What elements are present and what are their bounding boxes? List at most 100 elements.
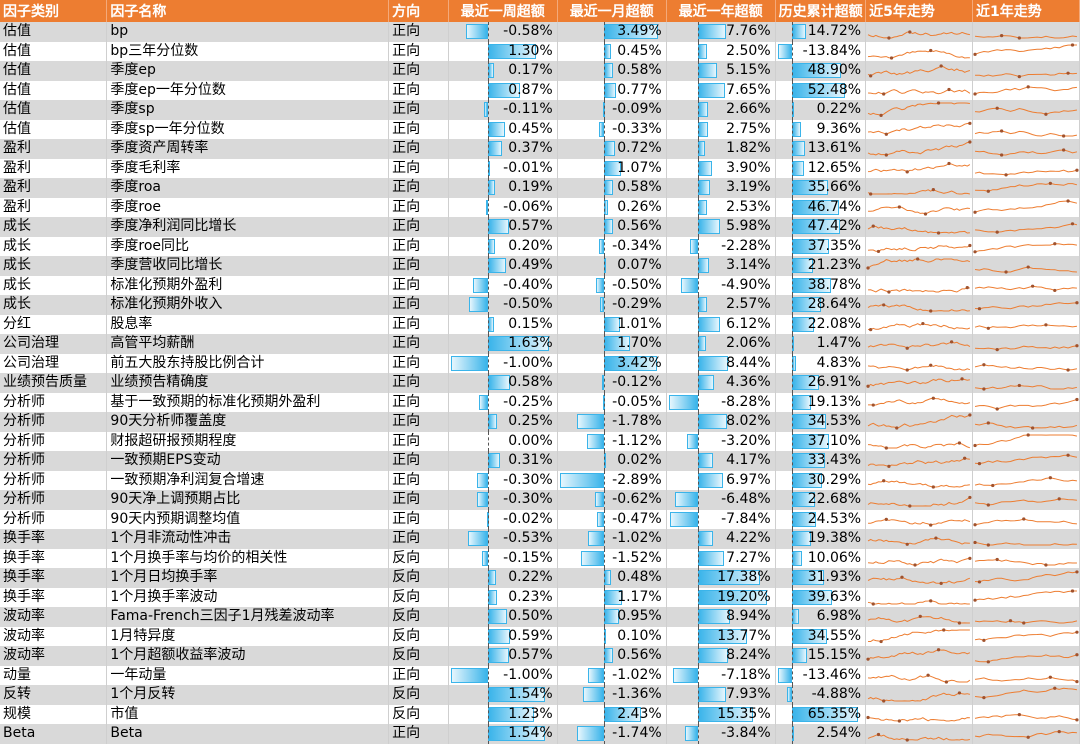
cell-history-excess[interactable]: -13.46% bbox=[775, 665, 867, 685]
cell-category[interactable]: 分析师 bbox=[0, 451, 108, 471]
cell-category[interactable]: Beta bbox=[0, 724, 108, 744]
cell-name[interactable]: 一致预期净利润复合增速 bbox=[106, 470, 390, 490]
cell-month-excess[interactable]: 1.07% bbox=[557, 158, 667, 178]
cell-month-excess[interactable]: -0.12% bbox=[557, 373, 667, 393]
cell-direction[interactable]: 反向 bbox=[388, 646, 449, 666]
cell-name[interactable]: 季度roe同比 bbox=[106, 236, 390, 256]
cell-category[interactable]: 分析师 bbox=[0, 490, 108, 510]
header-month[interactable]: 最近一月超额 bbox=[557, 0, 667, 22]
cell-direction[interactable]: 正向 bbox=[388, 61, 449, 81]
cell-year-excess[interactable]: -6.48% bbox=[666, 490, 776, 510]
cell-name[interactable]: 一年动量 bbox=[106, 665, 390, 685]
cell-year-excess[interactable]: -2.28% bbox=[666, 236, 776, 256]
cell-name[interactable]: bp三年分位数 bbox=[106, 41, 390, 61]
cell-name[interactable]: 标准化预期外收入 bbox=[106, 295, 390, 315]
cell-week-excess[interactable]: 0.25% bbox=[448, 412, 558, 432]
cell-direction[interactable]: 正向 bbox=[388, 236, 449, 256]
cell-week-excess[interactable]: -0.06% bbox=[448, 197, 558, 217]
cell-direction[interactable]: 正向 bbox=[388, 724, 449, 744]
cell-direction[interactable]: 正向 bbox=[388, 197, 449, 217]
cell-history-excess[interactable]: 19.38% bbox=[775, 529, 867, 549]
cell-direction[interactable]: 正向 bbox=[388, 22, 449, 42]
cell-category[interactable]: 换手率 bbox=[0, 529, 108, 549]
cell-name[interactable]: 季度ep一年分位数 bbox=[106, 80, 390, 100]
cell-week-excess[interactable]: -0.02% bbox=[448, 509, 558, 529]
cell-direction[interactable]: 正向 bbox=[388, 334, 449, 354]
cell-direction[interactable]: 反向 bbox=[388, 548, 449, 568]
cell-week-excess[interactable]: -0.53% bbox=[448, 529, 558, 549]
cell-category[interactable]: 成长 bbox=[0, 275, 108, 295]
cell-year-excess[interactable]: 2.53% bbox=[666, 197, 776, 217]
cell-direction[interactable]: 反向 bbox=[388, 704, 449, 724]
cell-category[interactable]: 换手率 bbox=[0, 587, 108, 607]
cell-week-excess[interactable]: -0.30% bbox=[448, 490, 558, 510]
cell-year-excess[interactable]: 4.22% bbox=[666, 529, 776, 549]
cell-name[interactable]: 1个月日均换手率 bbox=[106, 568, 390, 588]
cell-name[interactable]: 1个月反转 bbox=[106, 685, 390, 705]
cell-history-excess[interactable]: 47.42% bbox=[775, 217, 867, 237]
cell-year-excess[interactable]: 6.97% bbox=[666, 470, 776, 490]
header-trend1y[interactable]: 近1年走势 bbox=[972, 0, 1080, 22]
cell-week-excess[interactable]: 0.49% bbox=[448, 256, 558, 276]
cell-history-excess[interactable]: 52.48% bbox=[775, 80, 867, 100]
cell-name[interactable]: 一致预期EPS变动 bbox=[106, 451, 390, 471]
cell-history-excess[interactable]: 38.78% bbox=[775, 275, 867, 295]
cell-month-excess[interactable]: -1.12% bbox=[557, 431, 667, 451]
cell-category[interactable]: 成长 bbox=[0, 295, 108, 315]
cell-year-excess[interactable]: 7.76% bbox=[666, 22, 776, 42]
cell-history-excess[interactable]: 65.35% bbox=[775, 704, 867, 724]
cell-direction[interactable]: 正向 bbox=[388, 392, 449, 412]
cell-week-excess[interactable]: -0.50% bbox=[448, 295, 558, 315]
cell-category[interactable]: 估值 bbox=[0, 41, 108, 61]
cell-week-excess[interactable]: 1.54% bbox=[448, 685, 558, 705]
cell-week-excess[interactable]: 0.87% bbox=[448, 80, 558, 100]
cell-month-excess[interactable]: 1.17% bbox=[557, 587, 667, 607]
cell-category[interactable]: 换手率 bbox=[0, 568, 108, 588]
cell-category[interactable]: 动量 bbox=[0, 665, 108, 685]
cell-name[interactable]: 季度sp bbox=[106, 100, 390, 120]
cell-category[interactable]: 换手率 bbox=[0, 548, 108, 568]
cell-direction[interactable]: 正向 bbox=[388, 119, 449, 139]
cell-category[interactable]: 公司治理 bbox=[0, 334, 108, 354]
cell-month-excess[interactable]: -0.34% bbox=[557, 236, 667, 256]
cell-year-excess[interactable]: 6.12% bbox=[666, 314, 776, 334]
cell-category[interactable]: 盈利 bbox=[0, 158, 108, 178]
cell-week-excess[interactable]: -0.01% bbox=[448, 158, 558, 178]
cell-year-excess[interactable]: 2.75% bbox=[666, 119, 776, 139]
cell-name[interactable]: 90天内预期调整均值 bbox=[106, 509, 390, 529]
cell-year-excess[interactable]: 2.50% bbox=[666, 41, 776, 61]
cell-week-excess[interactable]: 0.17% bbox=[448, 61, 558, 81]
cell-week-excess[interactable]: -0.15% bbox=[448, 548, 558, 568]
cell-year-excess[interactable]: 7.93% bbox=[666, 685, 776, 705]
cell-category[interactable]: 波动率 bbox=[0, 626, 108, 646]
cell-month-excess[interactable]: 0.48% bbox=[557, 568, 667, 588]
cell-category[interactable]: 分红 bbox=[0, 314, 108, 334]
cell-week-excess[interactable]: 0.37% bbox=[448, 139, 558, 159]
cell-name[interactable]: 季度净利润同比增长 bbox=[106, 217, 390, 237]
cell-history-excess[interactable]: 6.98% bbox=[775, 607, 867, 627]
cell-direction[interactable]: 正向 bbox=[388, 100, 449, 120]
cell-category[interactable]: 分析师 bbox=[0, 470, 108, 490]
header-name[interactable]: 因子名称 bbox=[106, 0, 390, 22]
cell-year-excess[interactable]: 8.94% bbox=[666, 607, 776, 627]
cell-month-excess[interactable]: -1.74% bbox=[557, 724, 667, 744]
cell-category[interactable]: 估值 bbox=[0, 61, 108, 81]
cell-history-excess[interactable]: 24.53% bbox=[775, 509, 867, 529]
cell-name[interactable]: Beta bbox=[106, 724, 390, 744]
cell-year-excess[interactable]: 2.06% bbox=[666, 334, 776, 354]
cell-year-excess[interactable]: 3.90% bbox=[666, 158, 776, 178]
cell-direction[interactable]: 正向 bbox=[388, 314, 449, 334]
header-category[interactable]: 因子类别 bbox=[0, 0, 108, 22]
cell-year-excess[interactable]: -3.84% bbox=[666, 724, 776, 744]
cell-week-excess[interactable]: 0.23% bbox=[448, 587, 558, 607]
cell-name[interactable]: Fama-French三因子1月残差波动率 bbox=[106, 607, 390, 627]
cell-category[interactable]: 成长 bbox=[0, 256, 108, 276]
cell-month-excess[interactable]: 0.56% bbox=[557, 646, 667, 666]
cell-year-excess[interactable]: 2.57% bbox=[666, 295, 776, 315]
cell-year-excess[interactable]: -3.20% bbox=[666, 431, 776, 451]
cell-history-excess[interactable]: 22.68% bbox=[775, 490, 867, 510]
cell-name[interactable]: 季度sp一年分位数 bbox=[106, 119, 390, 139]
cell-year-excess[interactable]: -8.28% bbox=[666, 392, 776, 412]
cell-year-excess[interactable]: 8.24% bbox=[666, 646, 776, 666]
cell-month-excess[interactable]: 0.10% bbox=[557, 626, 667, 646]
